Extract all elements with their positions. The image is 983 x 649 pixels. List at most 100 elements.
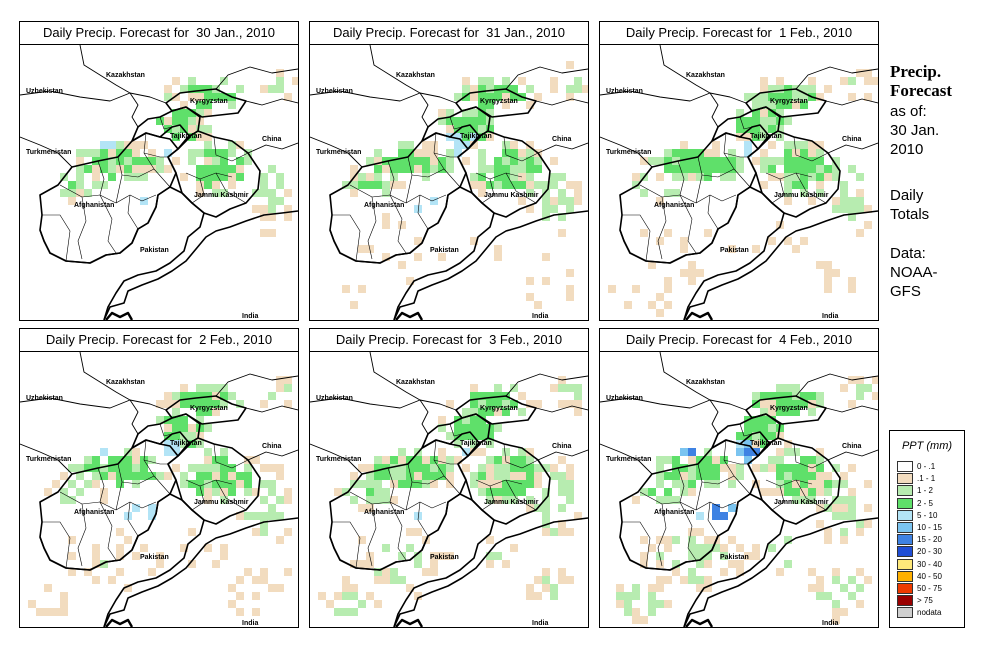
map-label-turkmenistan: Turkmenistan	[316, 456, 361, 463]
precip-cell	[212, 472, 220, 480]
precip-cell	[374, 472, 382, 480]
precip-cell	[712, 157, 720, 165]
precip-cell	[736, 560, 744, 568]
precip-cell	[438, 416, 446, 424]
precip-cell	[478, 149, 486, 157]
map-label-pakistan: Pakistan	[720, 554, 749, 561]
precip-cell	[212, 400, 220, 408]
precip-cell	[196, 93, 204, 101]
precip-cell	[704, 464, 712, 472]
precip-cell	[76, 173, 84, 181]
precip-map: Kazakhstan Uzbekistan Kyrgyzstan Tajikistan…	[599, 351, 879, 628]
map-label-india: India	[242, 620, 258, 627]
province-boundary	[739, 423, 753, 437]
precip-cell	[462, 157, 470, 165]
precip-cell	[172, 416, 180, 424]
country-boundary	[419, 92, 429, 128]
precip-cell	[848, 512, 856, 520]
precip-cell	[374, 568, 382, 576]
precip-cell	[276, 197, 284, 205]
precip-cell	[744, 432, 752, 440]
precip-cell	[76, 464, 84, 472]
precip-cell	[768, 101, 776, 109]
precip-cell	[534, 464, 542, 472]
precip-cell	[196, 149, 204, 157]
precip-cell	[196, 85, 204, 93]
precip-cell	[76, 189, 84, 197]
precip-cell	[672, 189, 680, 197]
precip-cell	[712, 504, 720, 512]
map-label-jammu-kashmir: Jammu Kashmir	[484, 192, 539, 199]
precip-cell	[116, 141, 124, 149]
precip-cell	[574, 77, 582, 85]
precip-cell	[656, 293, 664, 301]
precip-cell	[768, 85, 776, 93]
precip-cell	[526, 101, 534, 109]
precip-cell	[204, 472, 212, 480]
precip-cell	[720, 512, 728, 520]
precip-cell	[800, 480, 808, 488]
precip-cell	[390, 472, 398, 480]
precip-cell	[148, 504, 156, 512]
precip-cell	[220, 165, 228, 173]
legend-swatch	[897, 485, 913, 497]
precip-cell	[486, 392, 494, 400]
precip-cell	[478, 85, 486, 93]
precip-cell	[494, 253, 502, 261]
precip-cell	[800, 392, 808, 400]
precip-cell	[768, 93, 776, 101]
precip-cell	[196, 189, 204, 197]
map-label-pakistan: Pakistan	[430, 554, 459, 561]
precip-cell	[244, 512, 252, 520]
precip-cell	[228, 165, 236, 173]
precip-cell	[704, 472, 712, 480]
province-boundary	[143, 132, 171, 188]
precip-cell	[816, 472, 824, 480]
precip-cell	[792, 448, 800, 456]
precip-cell	[414, 165, 422, 173]
precip-cell	[140, 173, 148, 181]
precip-cell	[374, 576, 382, 584]
precip-cell	[486, 125, 494, 133]
precip-cell	[502, 181, 510, 189]
precip-cell	[510, 496, 518, 504]
precip-cell	[808, 584, 816, 592]
precip-cell	[350, 592, 358, 600]
map-label-tajikistan: Tajikistan	[750, 440, 782, 447]
coastline	[105, 618, 134, 627]
precip-cell	[494, 173, 502, 181]
precip-cell	[526, 141, 534, 149]
precip-cell	[680, 464, 688, 472]
precip-cell	[656, 197, 664, 205]
as-of-block: as of: 30 Jan. 2010	[890, 102, 970, 159]
precip-cell	[164, 165, 172, 173]
province-boundary	[639, 184, 697, 204]
precip-cell	[656, 576, 664, 584]
precip-cell	[558, 568, 566, 576]
precip-cell	[132, 149, 140, 157]
precip-cell	[486, 432, 494, 440]
precip-cell	[366, 592, 374, 600]
precip-cell	[688, 488, 696, 496]
data-source-line3: GFS	[890, 283, 921, 300]
precip-cell	[398, 464, 406, 472]
precip-cell	[196, 432, 204, 440]
precip-cell	[350, 608, 358, 616]
precip-cell	[526, 504, 534, 512]
precip-cell	[510, 400, 518, 408]
precip-cell	[446, 432, 454, 440]
legend-label: 15 - 20	[917, 535, 942, 545]
precip-cell	[768, 488, 776, 496]
precip-cell	[688, 568, 696, 576]
precip-cell	[550, 464, 558, 472]
precip-cell	[792, 480, 800, 488]
precip-cell	[640, 536, 648, 544]
precip-cell	[228, 181, 236, 189]
precip-cell	[792, 464, 800, 472]
province-boundary	[332, 214, 361, 262]
precip-cell	[664, 536, 672, 544]
precip-cell	[784, 560, 792, 568]
precip-cell	[494, 157, 502, 165]
precip-cell	[196, 472, 204, 480]
precip-cell	[768, 173, 776, 181]
